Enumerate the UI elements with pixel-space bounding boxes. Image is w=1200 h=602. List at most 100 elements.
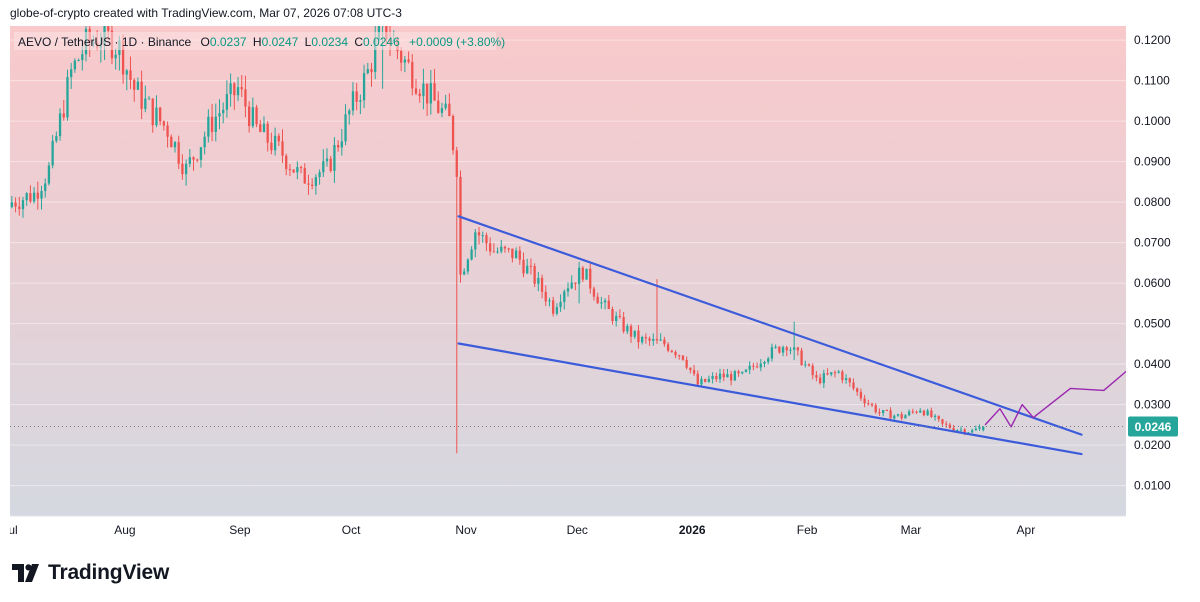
candle-body — [277, 135, 280, 142]
candle-body — [437, 100, 440, 113]
candle-body — [425, 83, 429, 104]
candle-body — [518, 250, 521, 260]
candle-body — [344, 114, 347, 142]
candle-body — [133, 80, 136, 90]
candle-body — [77, 60, 80, 62]
candle-body — [752, 365, 755, 367]
candle-body — [181, 163, 184, 175]
tradingview-logo-icon — [12, 564, 39, 582]
candle-body — [440, 108, 444, 113]
candle-body — [147, 98, 151, 100]
candle-body — [956, 429, 959, 431]
candle-body — [689, 367, 692, 371]
candle-body — [448, 103, 451, 117]
candle-body — [648, 338, 651, 341]
candle-body — [915, 411, 918, 413]
candle-body — [696, 373, 699, 385]
candle-body — [270, 142, 273, 151]
candle-body — [603, 300, 607, 303]
candle-body — [73, 60, 77, 70]
candle-body — [678, 355, 681, 357]
candle-body — [755, 366, 759, 368]
trendline-lower — [457, 342, 1083, 456]
candle-body — [856, 388, 859, 392]
candle-body — [911, 411, 914, 413]
candle-body — [292, 169, 295, 173]
candle-body — [900, 414, 903, 419]
candle-body — [674, 351, 677, 356]
x-tick-label: Sep — [229, 523, 251, 537]
candle-body — [218, 113, 221, 117]
candle-body — [199, 147, 203, 160]
candle-body — [240, 87, 243, 90]
candle-body — [32, 192, 36, 202]
y-tick-label: 0.0100 — [1134, 479, 1171, 493]
candle-body — [566, 288, 570, 292]
candle-body — [18, 206, 21, 210]
candle-body — [781, 347, 785, 353]
y-tick-label: 0.0300 — [1134, 398, 1171, 412]
candle-body — [299, 167, 303, 169]
candle-body — [285, 155, 288, 170]
candle-body — [262, 123, 266, 132]
candle-body — [474, 232, 477, 250]
candle-body — [615, 315, 618, 321]
candle-body — [188, 157, 191, 164]
candle-body — [652, 338, 655, 341]
candle-body — [140, 81, 143, 109]
candle-body — [748, 365, 751, 370]
x-tick-label: Nov — [455, 523, 476, 537]
candle-body — [618, 315, 622, 318]
candle-body — [355, 91, 358, 102]
candle-body — [244, 89, 247, 107]
candle-body — [774, 346, 777, 348]
candle-body — [362, 73, 366, 101]
open-value: 0.0237 — [210, 35, 247, 49]
price-chart[interactable]: 0.0246 0.1200 0.1100 0.1000 0.0900 0.0800 0.0… — [2, 26, 1200, 544]
candle-body — [907, 411, 911, 416]
candle-body — [585, 268, 588, 280]
candle-body — [633, 330, 636, 337]
candle-body — [166, 125, 169, 137]
candle-body — [885, 410, 889, 412]
candle-body — [867, 403, 870, 405]
change-value: +0.0009 (+3.80%) — [409, 35, 505, 49]
candle-body — [848, 378, 851, 383]
chart-attribution: globe-of-crypto created with TradingView… — [10, 6, 402, 20]
candle-body — [655, 338, 659, 341]
candle-body — [463, 271, 466, 275]
candle-body — [663, 339, 666, 345]
candle-body — [403, 59, 407, 63]
chart-area[interactable]: 0.0246 0.1200 0.1100 0.1000 0.0900 0.0800 0.0… — [2, 26, 1200, 544]
candle-body — [374, 39, 377, 73]
symbol-label: AEVO / TetherUS · 1D · Binance — [18, 35, 192, 49]
candle-body — [303, 168, 306, 184]
candle-body — [718, 373, 722, 380]
candle-body — [336, 144, 340, 148]
candle-body — [763, 361, 766, 364]
close-label: C — [354, 35, 363, 49]
candle-body — [707, 378, 711, 382]
candle-body — [507, 248, 510, 250]
candle-body — [422, 83, 425, 97]
candle-body — [570, 282, 573, 289]
candle-body — [826, 373, 829, 375]
candle-body — [459, 176, 462, 275]
candle-body — [889, 410, 892, 419]
candle-body — [978, 427, 981, 429]
candle-body — [10, 202, 14, 208]
candle-body — [159, 107, 162, 122]
candle-body — [737, 371, 740, 374]
candle-body — [407, 59, 410, 63]
current-price-line: 0.0246 — [10, 416, 1178, 437]
candle-body — [400, 51, 403, 63]
candle-body — [66, 77, 69, 118]
candle-body — [778, 346, 781, 353]
candle-body — [811, 365, 814, 376]
candle-body — [574, 282, 577, 284]
candle-body — [540, 277, 544, 292]
candle-body — [333, 144, 336, 171]
candle-body — [600, 302, 603, 304]
candle-body — [322, 161, 325, 173]
candle-body — [273, 135, 277, 151]
